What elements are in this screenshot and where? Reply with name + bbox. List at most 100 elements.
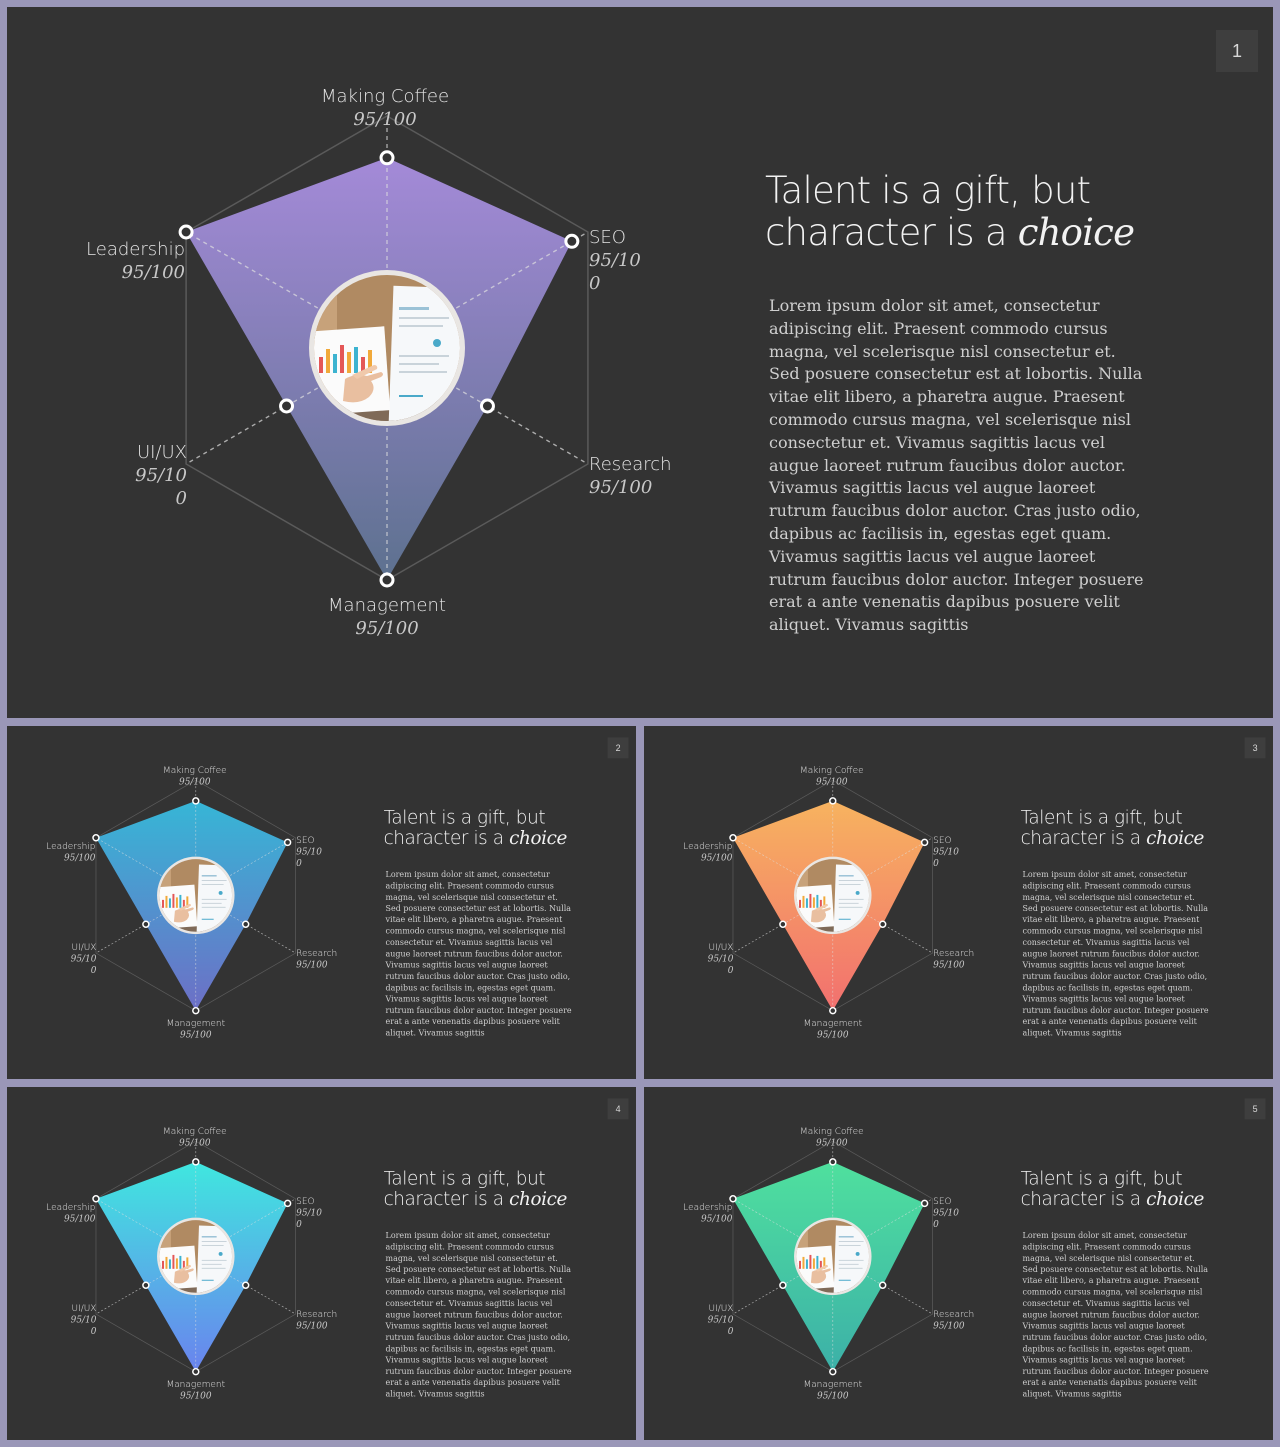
slide-3[interactable]: 3	[644, 726, 1273, 1079]
axis-score: 95/100	[707, 1314, 734, 1337]
axis-name: Making Coffee	[799, 765, 864, 776]
axis-score: 95/100	[63, 852, 96, 864]
radar-point	[779, 1281, 787, 1289]
headline: Talent is a gift, but character is a cho…	[765, 170, 1185, 254]
axis-name: SEO	[933, 835, 952, 846]
radar-points	[92, 797, 292, 1015]
radar-spoke	[95, 1198, 196, 1257]
axis-label-leadership: Leadership 95/100	[674, 1202, 733, 1225]
axis-score: 95/100	[589, 250, 641, 294]
slide-4[interactable]: 4	[7, 1087, 636, 1440]
headline-line-1: Talent is a gift, but	[383, 806, 546, 828]
headline-line-2-prefix: character is a	[383, 827, 510, 849]
headline-line-2-prefix: character is a	[1020, 827, 1147, 849]
axis-name: Making Coffee	[799, 1126, 864, 1137]
axis-label-research: Research 95/100	[589, 453, 709, 499]
axis-name: Management	[166, 1018, 226, 1029]
axis-label-management: Management 95/100	[146, 1018, 245, 1041]
axis-score: 95/100	[816, 776, 848, 788]
axis-name: SEO	[296, 1196, 315, 1207]
axis-label-making-coffee: Making Coffee 95/100	[782, 1126, 881, 1149]
axis-name: UI/UX	[708, 942, 734, 953]
axis-name: SEO	[296, 835, 315, 846]
page-number-badge: 3	[1244, 737, 1266, 759]
axis-score: 95/100	[353, 109, 417, 130]
radar-point	[92, 834, 100, 842]
radar-chart	[729, 779, 933, 1015]
axis-score: 95/100	[70, 953, 97, 976]
axis-label-research: Research 95/100	[933, 1309, 993, 1332]
headline-line-2-prefix: character is a	[1020, 1188, 1147, 1210]
axis-name: Management	[803, 1018, 863, 1029]
radar-point	[241, 1281, 250, 1289]
axis-label-seo: SEO 95/100	[296, 1196, 331, 1230]
slide-2[interactable]: 2	[7, 726, 636, 1079]
slide-5[interactable]: 5	[644, 1087, 1273, 1440]
axis-name: Management	[166, 1379, 226, 1390]
radar-chart	[729, 1140, 933, 1376]
headline-accent: choice	[1017, 211, 1135, 254]
slide-content: 3	[644, 726, 1273, 1079]
axis-label-making-coffee: Making Coffee 95/100	[285, 85, 485, 131]
headline-line-2-prefix: character is a	[765, 211, 1018, 254]
axis-score: 95/100	[707, 953, 734, 976]
radar-point	[379, 150, 395, 166]
axis-score: 95/100	[180, 1029, 212, 1040]
axis-score: 95/100	[180, 1390, 212, 1401]
radar-point	[878, 920, 887, 928]
axis-label-ui-ux: UI/UX 95/100	[67, 942, 97, 976]
radar-point	[178, 224, 194, 240]
radar-point	[564, 233, 580, 249]
radar-point	[729, 1195, 737, 1203]
slide-content: 1	[7, 7, 1273, 718]
radar-chart	[92, 1140, 296, 1376]
axis-score: 95/100	[933, 959, 965, 970]
radar-spoke	[95, 837, 196, 896]
radar-points	[92, 1158, 292, 1376]
axis-label-management: Management 95/100	[287, 594, 487, 640]
chart-report-photo	[157, 856, 235, 935]
radar-point	[829, 1367, 837, 1376]
axis-score: 95/100	[355, 618, 419, 639]
page-number-badge: 4	[607, 1098, 629, 1120]
axis-label-management: Management 95/100	[783, 1379, 882, 1402]
radar-point	[142, 920, 150, 928]
axis-score: 95/100	[179, 776, 211, 788]
axis-label-research: Research 95/100	[296, 1309, 356, 1332]
axis-label-leadership: Leadership 95/100	[674, 841, 733, 864]
radar-point	[142, 1281, 150, 1289]
axis-score: 95/100	[817, 1029, 849, 1040]
axis-score: 95/100	[817, 1390, 849, 1401]
axis-score: 95/100	[933, 846, 959, 869]
slide-1[interactable]: 1	[7, 7, 1273, 718]
radar-point	[279, 398, 295, 414]
axis-label-research: Research 95/100	[933, 948, 993, 971]
axis-score: 95/100	[933, 1320, 965, 1331]
headline-line-1: Talent is a gift, but	[383, 1167, 546, 1189]
headline: Talent is a gift, but character is a cho…	[1021, 807, 1230, 849]
radar-point	[192, 797, 200, 805]
axis-score: 95/100	[700, 852, 733, 864]
headline-accent: choice	[509, 827, 567, 849]
axis-name: Leadership	[683, 841, 733, 852]
slide-content: 5	[644, 1087, 1273, 1440]
radar-point	[829, 797, 837, 805]
headline-accent: choice	[1146, 827, 1204, 849]
radar-point	[283, 1199, 292, 1208]
radar-point	[192, 1158, 200, 1166]
radar-point	[92, 1195, 100, 1203]
axis-label-leadership: Leadership 95/100	[37, 1202, 96, 1225]
headline-line-2-prefix: character is a	[383, 1188, 510, 1210]
axis-name: UI/UX	[136, 442, 187, 463]
radar-spoke	[185, 231, 388, 349]
body-paragraph: Lorem ipsum dolor sit amet, consectetur …	[385, 1230, 572, 1399]
axis-label-ui-ux: UI/UX 95/100	[704, 942, 734, 976]
axis-label-research: Research 95/100	[296, 948, 356, 971]
axis-score: 95/100	[296, 1207, 322, 1230]
headline: Talent is a gift, but character is a cho…	[1021, 1168, 1230, 1210]
axis-score: 95/100	[700, 1213, 733, 1225]
slide-content: 4	[7, 1087, 636, 1440]
axis-name: Leadership	[46, 1202, 96, 1213]
slide-content: 2	[7, 726, 636, 1079]
radar-points	[729, 797, 929, 1015]
